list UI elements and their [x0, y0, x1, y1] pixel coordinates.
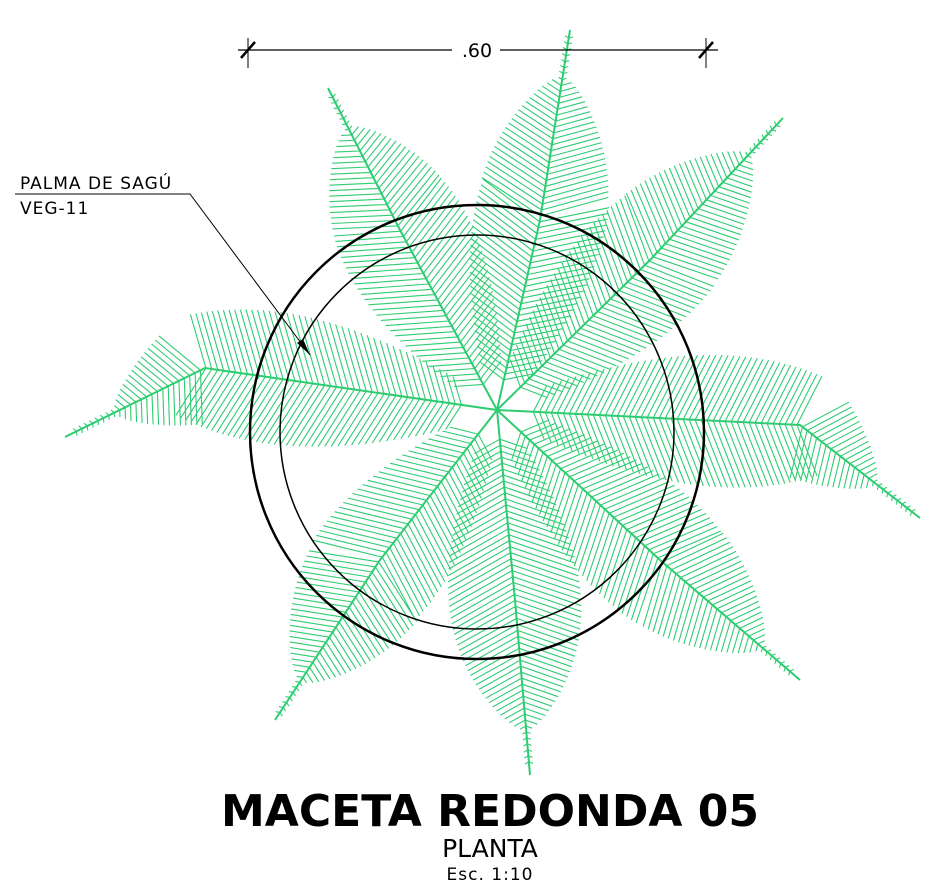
title-main: MACETA REDONDA 05	[221, 786, 759, 837]
pot-outer-rim	[248, 203, 706, 661]
palm	[64, 29, 921, 776]
dimension-text: .60	[462, 40, 492, 62]
frond-leaflets	[72, 309, 462, 447]
frond	[447, 409, 582, 776]
frond-rib	[64, 366, 498, 438]
frond-rib	[274, 409, 498, 721]
frond-rib	[496, 409, 531, 776]
frond	[64, 309, 498, 447]
title-view: PLANTA	[442, 834, 538, 863]
dimension-gap	[452, 38, 500, 62]
dimension-tick	[698, 41, 714, 59]
callout-name: PALMA DE SAGÚ	[20, 172, 172, 194]
frond	[496, 354, 921, 519]
frond-rib	[496, 409, 921, 519]
frond-leaflets	[511, 419, 795, 676]
frond	[496, 409, 801, 681]
frond	[469, 29, 610, 411]
dimension-tick	[240, 41, 256, 59]
frond-leaflets	[469, 35, 610, 381]
pot-inner-rim	[279, 234, 675, 630]
leader-line	[15, 193, 311, 356]
frond-leaflets	[447, 438, 582, 765]
frond-leaflets	[328, 93, 502, 388]
frond-rib	[496, 117, 784, 411]
frond	[327, 87, 502, 411]
frond-leaflets	[275, 426, 493, 717]
frond-rib	[496, 29, 571, 411]
callout-code: VEG-11	[20, 199, 89, 219]
frond-leaflets	[532, 354, 916, 516]
leader-arrow	[297, 339, 310, 355]
frond	[496, 117, 784, 411]
frond-leaflets	[509, 121, 781, 399]
frond-rib	[327, 87, 498, 411]
title-scale: Esc. 1:10	[447, 865, 534, 885]
frond	[274, 409, 498, 721]
